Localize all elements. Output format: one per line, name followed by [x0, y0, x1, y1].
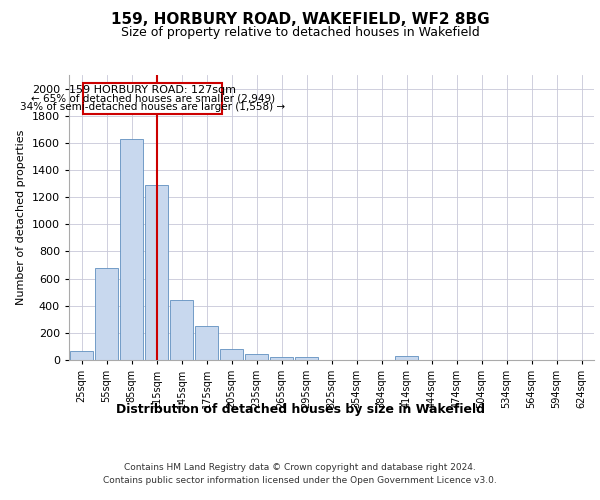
Bar [70, 351, 93, 360]
Bar [120, 139, 143, 360]
FancyBboxPatch shape [83, 83, 222, 114]
Bar [195, 326, 218, 360]
Text: Contains HM Land Registry data © Crown copyright and database right 2024.: Contains HM Land Registry data © Crown c… [124, 462, 476, 471]
Bar [270, 356, 293, 360]
Bar [395, 356, 418, 360]
Y-axis label: Number of detached properties: Number of detached properties [16, 130, 26, 305]
Bar [295, 358, 318, 360]
Text: Contains public sector information licensed under the Open Government Licence v3: Contains public sector information licen… [103, 476, 497, 485]
Bar [95, 268, 118, 360]
Bar [170, 300, 193, 360]
Text: Size of property relative to detached houses in Wakefield: Size of property relative to detached ho… [121, 26, 479, 39]
Text: ← 65% of detached houses are smaller (2,949): ← 65% of detached houses are smaller (2,… [31, 94, 275, 104]
Text: 34% of semi-detached houses are larger (1,558) →: 34% of semi-detached houses are larger (… [20, 102, 285, 112]
Bar [245, 354, 268, 360]
Text: 159 HORBURY ROAD: 127sqm: 159 HORBURY ROAD: 127sqm [69, 85, 236, 95]
Bar [145, 185, 168, 360]
Bar [220, 349, 243, 360]
Text: Distribution of detached houses by size in Wakefield: Distribution of detached houses by size … [115, 402, 485, 415]
Text: 159, HORBURY ROAD, WAKEFIELD, WF2 8BG: 159, HORBURY ROAD, WAKEFIELD, WF2 8BG [110, 12, 490, 28]
